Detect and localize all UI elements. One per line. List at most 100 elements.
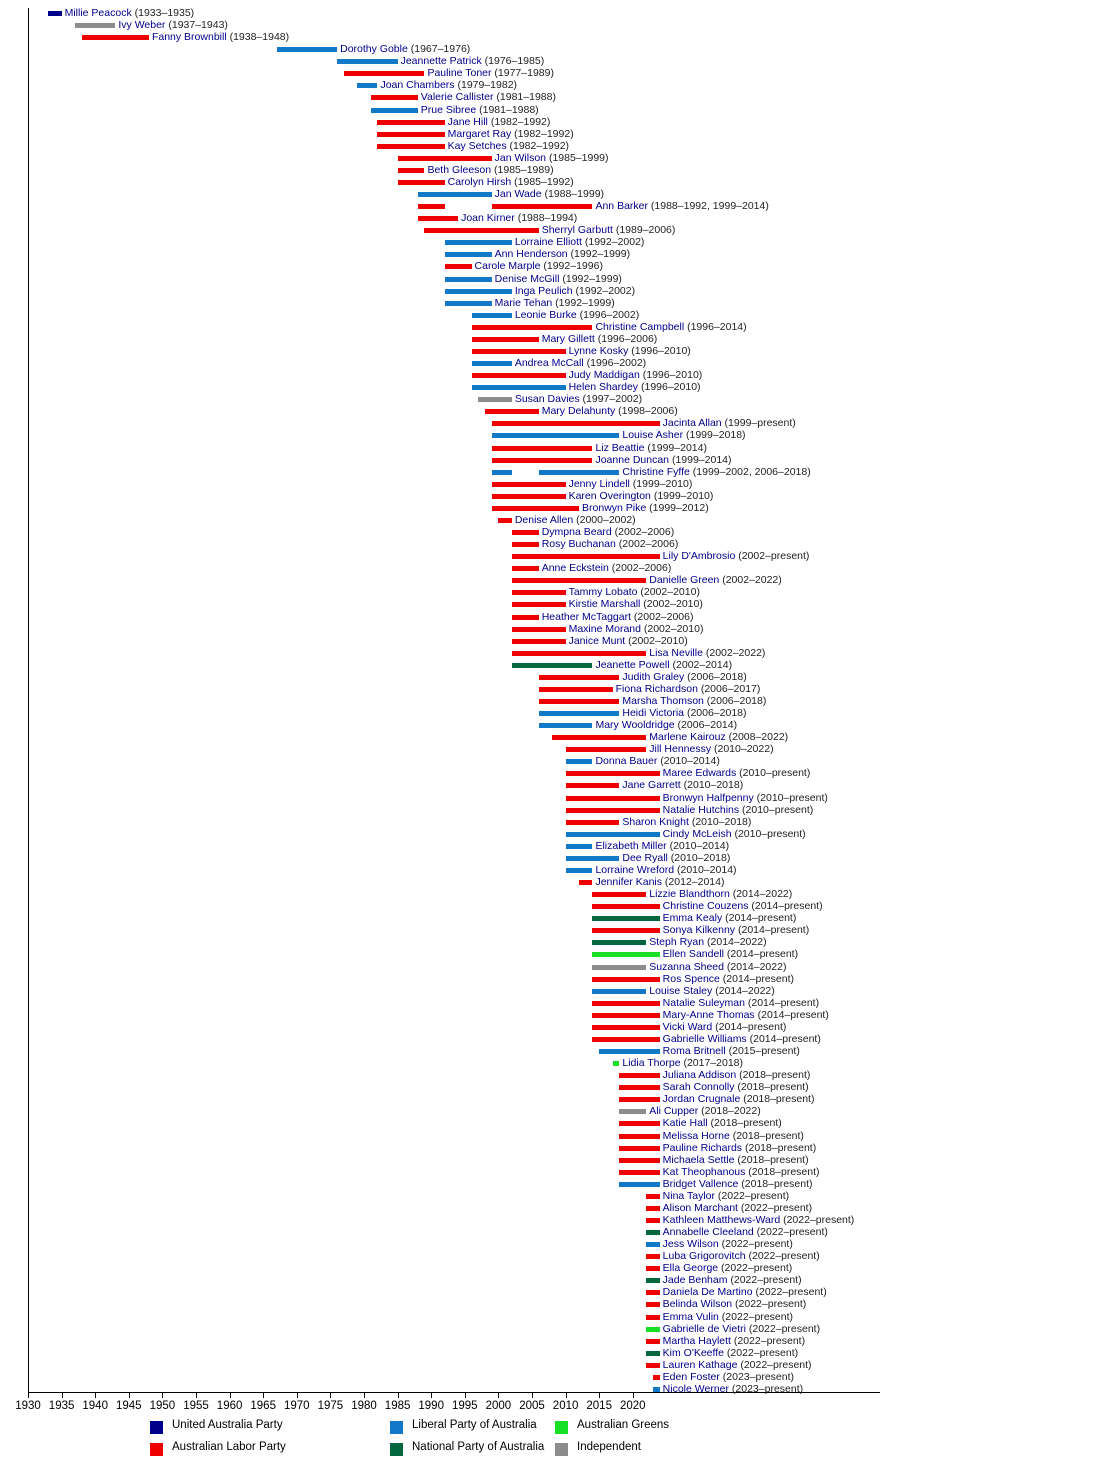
timeline-row[interactable]: Joan Kirner (1988–1994) [0, 212, 1100, 225]
timeline-row[interactable]: Louise Asher (1999–2018) [0, 429, 1100, 442]
timeline-bar[interactable] [565, 795, 660, 801]
timeline-row[interactable]: Heidi Victoria (2006–2018) [0, 707, 1100, 720]
timeline-row[interactable]: Ivy Weber (1937–1943) [0, 19, 1100, 32]
timeline-bar[interactable] [646, 1338, 660, 1344]
timeline-row[interactable]: Prue Sibree (1981–1988) [0, 104, 1100, 117]
timeline-row[interactable]: Luba Grigorovitch (2022–present) [0, 1250, 1100, 1263]
timeline-bar[interactable] [646, 1350, 660, 1356]
timeline-row[interactable]: Roma Britnell (2015–present) [0, 1045, 1100, 1058]
timeline-bar[interactable] [48, 11, 62, 16]
timeline-bar[interactable] [619, 1181, 660, 1187]
timeline-row[interactable]: Christine Couzens (2014–present) [0, 900, 1100, 913]
timeline-bar[interactable] [511, 626, 566, 632]
timeline-row[interactable]: Cindy McLeish (2010–present) [0, 828, 1100, 841]
timeline-bar[interactable] [397, 179, 445, 185]
timeline-bar[interactable] [471, 385, 566, 391]
timeline-row[interactable]: Lily D'Ambrosio (2002–present) [0, 550, 1100, 563]
timeline-bar[interactable] [471, 373, 566, 379]
timeline-row[interactable]: Janice Munt (2002–2010) [0, 635, 1100, 648]
timeline-row[interactable]: Mary-Anne Thomas (2014–present) [0, 1009, 1100, 1022]
timeline-row[interactable]: Jane Hill (1982–1992) [0, 116, 1100, 129]
timeline-row[interactable]: Jacinta Allan (1999–present) [0, 417, 1100, 430]
timeline-bar[interactable] [444, 288, 512, 294]
timeline-bar[interactable] [592, 916, 660, 922]
timeline-row[interactable]: Jess Wilson (2022–present) [0, 1238, 1100, 1251]
timeline-bar[interactable] [471, 348, 566, 354]
timeline-bar[interactable] [646, 1266, 660, 1272]
timeline-bar[interactable] [511, 614, 539, 620]
timeline-row[interactable]: Margaret Ray (1982–1992) [0, 128, 1100, 141]
timeline-bar[interactable] [444, 300, 492, 306]
timeline-bar[interactable] [491, 493, 566, 499]
timeline-row[interactable]: Liz Beattie (1999–2014) [0, 442, 1100, 455]
timeline-row[interactable]: Dympna Beard (2002–2006) [0, 526, 1100, 539]
timeline-row[interactable]: Jan Wilson (1985–1999) [0, 152, 1100, 165]
timeline-row[interactable]: Gabrielle de Vietri (2022–present) [0, 1323, 1100, 1336]
timeline-bar[interactable] [592, 1000, 660, 1006]
timeline-bar[interactable] [592, 964, 647, 970]
timeline-bar[interactable] [498, 517, 512, 523]
timeline-row[interactable]: Beth Gleeson (1985–1989) [0, 164, 1100, 177]
timeline-bar[interactable] [511, 638, 566, 644]
timeline-bar[interactable] [511, 602, 566, 608]
timeline-row[interactable]: Emma Vulin (2022–present) [0, 1311, 1100, 1324]
timeline-bar[interactable] [552, 735, 647, 741]
timeline-bar[interactable] [646, 1362, 660, 1368]
timeline-row[interactable]: Sarah Connolly (2018–present) [0, 1081, 1100, 1094]
timeline-row[interactable]: Mary Wooldridge (2006–2014) [0, 719, 1100, 732]
timeline-row[interactable]: Nina Taylor (2022–present) [0, 1190, 1100, 1203]
timeline-bar[interactable] [652, 1374, 660, 1380]
timeline-row[interactable]: Jenny Lindell (1999–2010) [0, 478, 1100, 491]
timeline-bar[interactable] [511, 530, 539, 535]
timeline-bar[interactable] [444, 276, 492, 282]
timeline-bar[interactable] [377, 143, 445, 149]
timeline-bar[interactable] [471, 312, 512, 318]
timeline-row[interactable]: Ellen Sandell (2014–present) [0, 948, 1100, 961]
timeline-bar[interactable] [646, 1218, 660, 1223]
timeline-bar[interactable] [491, 469, 512, 475]
timeline-bar[interactable] [276, 47, 338, 53]
timeline-row[interactable]: Pauline Richards (2018–present) [0, 1142, 1100, 1155]
timeline-row[interactable]: Jeanette Powell (2002–2014) [0, 659, 1100, 672]
timeline-row[interactable]: Sharon Knight (2010–2018) [0, 816, 1100, 829]
timeline-row[interactable]: Suzanna Sheed (2014–2022) [0, 961, 1100, 974]
timeline-row[interactable]: Eden Foster (2023–present) [0, 1371, 1100, 1384]
timeline-row[interactable]: Rosy Buchanan (2002–2006) [0, 538, 1100, 551]
timeline-row[interactable]: Denise McGill (1992–1999) [0, 273, 1100, 286]
timeline-bar[interactable] [491, 505, 580, 511]
timeline-bar[interactable] [652, 1386, 660, 1392]
timeline-row[interactable]: Louise Staley (2014–2022) [0, 985, 1100, 998]
timeline-row[interactable]: Ann Henderson (1992–1999) [0, 248, 1100, 261]
timeline-row[interactable]: Melissa Horne (2018–present) [0, 1130, 1100, 1143]
timeline-row[interactable]: Marlene Kairouz (2008–2022) [0, 731, 1100, 744]
timeline-bar[interactable] [565, 759, 593, 765]
timeline-row[interactable]: Denise Allen (2000–2002) [0, 514, 1100, 527]
timeline-row[interactable]: Millie Peacock (1933–1935) [0, 7, 1100, 20]
timeline-row[interactable]: Natalie Hutchins (2010–present) [0, 804, 1100, 817]
timeline-row[interactable]: Gabrielle Williams (2014–present) [0, 1033, 1100, 1046]
timeline-row[interactable]: Susan Davies (1997–2002) [0, 393, 1100, 406]
timeline-bar[interactable] [592, 988, 647, 994]
timeline-bar[interactable] [511, 662, 593, 668]
timeline-row[interactable]: Katie Hall (2018–present) [0, 1117, 1100, 1130]
timeline-bar[interactable] [337, 59, 398, 65]
timeline-bar[interactable] [619, 1109, 647, 1115]
timeline-row[interactable]: Jill Hennessy (2010–2022) [0, 743, 1100, 756]
timeline-row[interactable]: Kirstie Marshall (2002–2010) [0, 598, 1100, 611]
timeline-row[interactable]: Christine Fyffe (1999–2002, 2006–2018) [0, 466, 1100, 479]
timeline-row[interactable]: Daniela De Martino (2022–present) [0, 1286, 1100, 1299]
timeline-row[interactable]: Joanne Duncan (1999–2014) [0, 454, 1100, 467]
timeline-bar[interactable] [565, 771, 660, 777]
timeline-bar[interactable] [565, 831, 660, 837]
timeline-row[interactable]: Inga Peulich (1992–2002) [0, 285, 1100, 298]
timeline-row[interactable]: Tammy Lobato (2002–2010) [0, 586, 1100, 599]
timeline-row[interactable]: Steph Ryan (2014–2022) [0, 936, 1100, 949]
timeline-bar[interactable] [565, 855, 620, 861]
timeline-row[interactable]: Valerie Callister (1981–1988) [0, 91, 1100, 104]
timeline-bar[interactable] [424, 228, 539, 234]
timeline-bar[interactable] [397, 167, 425, 173]
timeline-row[interactable]: Anne Eckstein (2002–2006) [0, 562, 1100, 575]
timeline-bar[interactable] [491, 433, 620, 439]
timeline-bar[interactable] [579, 880, 593, 886]
timeline-bar[interactable] [491, 445, 593, 451]
